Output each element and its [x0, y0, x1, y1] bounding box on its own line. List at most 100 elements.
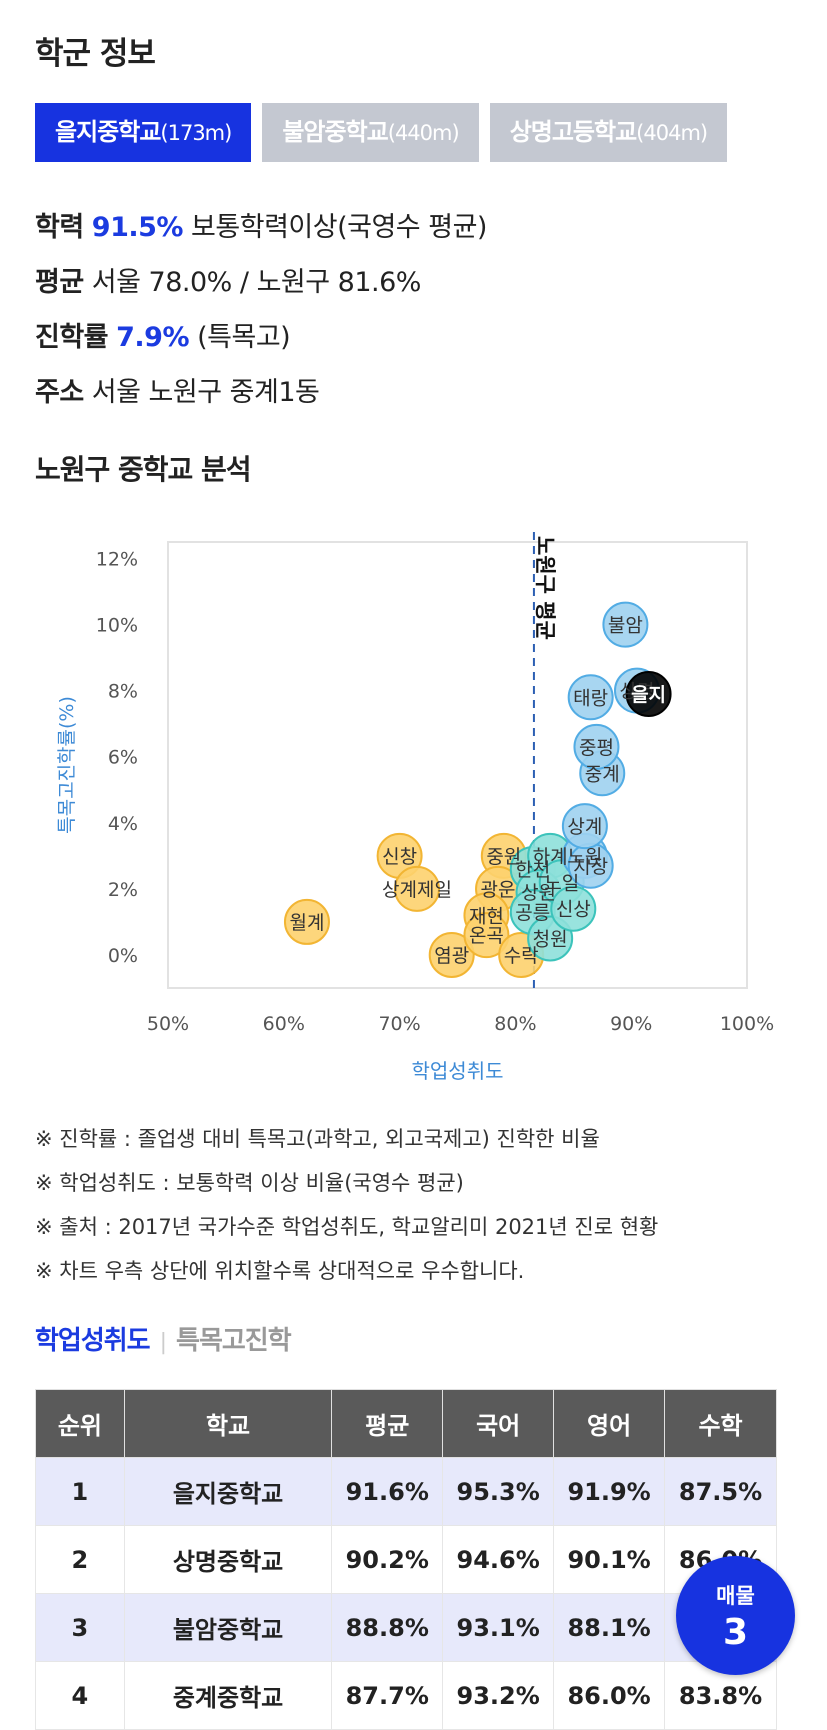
advancement-suffix: (특목고): [197, 322, 291, 353]
cell-school: 을지중학교: [123, 1457, 333, 1526]
tab-school-distance: (404m): [636, 121, 708, 145]
tab-school-name: 을지중학교: [55, 118, 161, 146]
table-row: 1 을지중학교 91.6% 95.3% 91.9% 87.5%: [35, 1457, 777, 1526]
address-text: 서울 노원구 중계1동: [91, 377, 320, 408]
cell-school: 불암중학교: [123, 1593, 333, 1662]
header-rank: 순위: [35, 1389, 125, 1458]
data-point: [625, 670, 672, 717]
data-point-label: 온곡: [469, 925, 504, 947]
data-point: [602, 601, 649, 648]
cell-rank: 1: [35, 1457, 125, 1526]
ranking-subtabs: 학업성취도 | 특목고진학: [35, 1320, 292, 1357]
cell-average: 87.7%: [331, 1661, 444, 1730]
data-point-label: 상원: [521, 882, 556, 904]
achievement-value: 91.5%: [91, 212, 184, 243]
reference-line-label: 노원구 평균: [533, 536, 557, 640]
data-point-label: 노일: [544, 872, 579, 894]
header-english: 영어: [553, 1389, 666, 1458]
cell-average: 91.6%: [331, 1457, 444, 1526]
tab-school-3[interactable]: 상명고등학교(404m): [489, 103, 728, 162]
data-point-label: 노원: [567, 846, 602, 868]
scatter-chart: 0% 2% 4% 6% 8% 10% 12% 50% 60% 70% 80% 90% 100% 학업성취도…: [56, 532, 774, 1083]
note-line: ※ 출처 : 2017년 국가수준 학업성취도, 학교알리미 2021년 진로 …: [35, 1215, 659, 1239]
achievement-label: 학력: [35, 212, 84, 243]
data-point: [573, 723, 620, 770]
cell-english: 88.1%: [553, 1593, 666, 1662]
cell-math: 87.5%: [664, 1457, 777, 1526]
data-point-label: 청원: [533, 928, 568, 950]
y-tick-label: 0%: [108, 945, 138, 967]
cell-school: 상명중학교: [123, 1525, 333, 1594]
tab-school-distance: (173m): [160, 121, 232, 145]
cell-korean: 93.2%: [442, 1661, 555, 1730]
data-point: [393, 865, 440, 912]
table-row: 3 불암중학교 88.8% 93.1% 88.1%: [35, 1593, 777, 1662]
x-tick-label: 60%: [263, 1013, 305, 1035]
fab-count: 3: [722, 1612, 749, 1653]
tab-school-2[interactable]: 불암중학교(440m): [262, 103, 479, 162]
data-point-label: 태랑: [573, 687, 608, 709]
data-point: [561, 803, 608, 850]
x-axis-label: 학업성취도: [412, 1059, 504, 1083]
note-line: ※ 진학률 : 졸업생 대비 특목고(과학고, 외고국제고) 진학한 비율: [35, 1127, 600, 1151]
data-point-label: 신창: [382, 846, 417, 868]
address-label: 주소: [35, 377, 84, 408]
cell-average: 90.2%: [331, 1525, 444, 1594]
tab-school-1[interactable]: 을지중학교(173m): [35, 103, 252, 162]
achievement-suffix: 보통학력이상(국영수 평균): [191, 212, 487, 243]
x-tick-label: 50%: [147, 1013, 189, 1035]
advancement-label: 진학률: [35, 322, 109, 353]
y-tick-label: 8%: [108, 681, 138, 703]
cell-rank: 4: [35, 1661, 125, 1730]
y-tick-label: 12%: [96, 549, 138, 571]
data-point-label: 중계: [585, 763, 620, 785]
cell-korean: 94.6%: [442, 1525, 555, 1594]
data-point: [463, 912, 510, 959]
data-point: [428, 931, 475, 978]
header-school: 학교: [123, 1389, 333, 1458]
header-korean: 국어: [442, 1389, 555, 1458]
x-tick-label: 80%: [494, 1013, 536, 1035]
table-row: 4 중계중학교 87.7% 93.2% 86.0% 83.8%: [35, 1661, 777, 1730]
average-row: 평균 서울 78.0% / 노원구 81.6%: [35, 260, 421, 299]
school-tabs: 을지중학교(173m) 불암중학교(440m) 상명고등학교(404m): [35, 103, 777, 162]
data-point: [283, 898, 330, 945]
plot-area: [167, 541, 748, 989]
average-text: 서울 78.0% / 노원구 81.6%: [91, 267, 422, 298]
table-header-row: 순위 학교 평균 국어 영어 수학: [35, 1389, 777, 1458]
data-point-label: 공릉: [515, 902, 550, 924]
section-title: 학군 정보: [35, 36, 156, 72]
data-point-label: 한천: [515, 859, 550, 881]
header-average: 평균: [331, 1389, 444, 1458]
tab-special-advancement[interactable]: 특목고진학: [176, 1326, 292, 1356]
header-math: 수학: [664, 1389, 777, 1458]
data-point-label: 지장: [573, 856, 608, 878]
y-tick-label: 6%: [108, 747, 138, 769]
data-point-label: 재현: [469, 905, 504, 927]
data-point-label: 중평: [579, 737, 614, 759]
x-tick-label: 90%: [610, 1013, 652, 1035]
y-tick-label: 4%: [108, 813, 138, 835]
data-point-label: 을지: [631, 684, 666, 706]
listings-fab-button[interactable]: 매물 3: [676, 1556, 795, 1675]
achievement-row: 학력 91.5% 보통학력이상(국영수 평균): [35, 205, 487, 244]
cell-rank: 2: [35, 1525, 125, 1594]
address-row: 주소 서울 노원구 중계1동: [35, 370, 320, 409]
cell-english: 86.0%: [553, 1661, 666, 1730]
data-point-label: 월계: [289, 912, 324, 934]
data-point-label: 상명: [620, 681, 655, 703]
data-point-label: 중원: [486, 846, 521, 868]
tab-school-name: 불암중학교: [282, 118, 388, 146]
table-row: 2 상명중학교 90.2% 94.6% 90.1% 86.0%: [35, 1525, 777, 1594]
cell-english: 91.9%: [553, 1457, 666, 1526]
tab-separator: |: [159, 1330, 167, 1355]
note-line: ※ 학업성취도 : 보통학력 이상 비율(국영수 평균): [35, 1171, 464, 1195]
data-point-label: 염광: [434, 945, 469, 967]
data-point-label: 불암: [608, 615, 643, 637]
tab-achievement[interactable]: 학업성취도: [35, 1326, 151, 1356]
chart-title: 노원구 중학교 분석: [35, 453, 252, 486]
data-point-label: 수락: [504, 945, 539, 967]
cell-school: 중계중학교: [123, 1661, 333, 1730]
cell-english: 90.1%: [553, 1525, 666, 1594]
data-point-label: 상계: [567, 816, 602, 838]
